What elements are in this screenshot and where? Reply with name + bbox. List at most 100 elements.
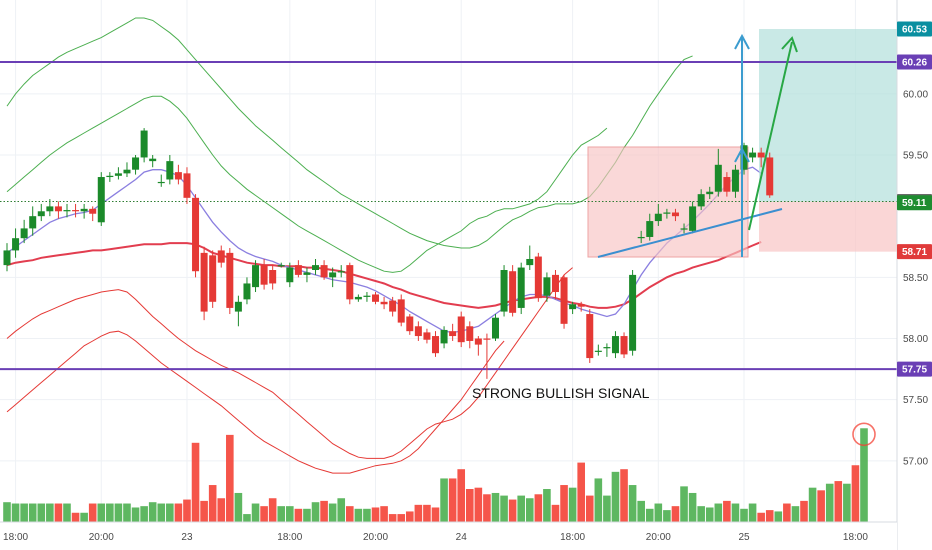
candle-body — [329, 272, 337, 278]
volume-bar — [543, 489, 551, 522]
candle-body — [620, 336, 628, 355]
price-tag-0 — [897, 21, 932, 37]
candle-body — [483, 338, 491, 340]
x-axis-tick-label: 20:00 — [646, 532, 671, 543]
y-axis-tick-label: 57.00 — [903, 456, 928, 467]
volume-bar — [500, 495, 508, 522]
candle-body — [217, 250, 225, 263]
candle-body — [303, 272, 311, 275]
volume-bar — [783, 503, 791, 522]
volume-bar — [123, 503, 131, 522]
candle-body — [680, 228, 688, 230]
volume-bar — [431, 507, 440, 522]
volume-bar — [671, 506, 680, 522]
volume-bar — [140, 506, 148, 522]
volume-bar — [260, 506, 268, 522]
price-tag-3 — [897, 195, 932, 211]
candle-body — [277, 265, 285, 267]
x-axis-tick-label: 20:00 — [89, 532, 114, 543]
grid-layer — [0, 0, 897, 522]
volume-bar — [765, 510, 774, 522]
volume-bar — [371, 507, 380, 522]
candle-body — [337, 271, 345, 273]
candle-body — [37, 211, 45, 217]
candle-body — [526, 258, 534, 266]
volume-bar — [620, 469, 628, 522]
volume-bar — [183, 499, 191, 522]
candle-body — [629, 274, 637, 351]
volume-bar — [817, 490, 825, 522]
volume-bar — [791, 506, 800, 522]
candle-body — [380, 301, 388, 305]
volume-bar — [688, 492, 697, 522]
candle-body — [731, 169, 739, 192]
target-arrow-line-green — [748, 41, 793, 231]
candle-body — [346, 265, 354, 300]
volume-bar — [303, 508, 311, 522]
candle-body — [3, 250, 11, 266]
volume-bar — [217, 498, 226, 522]
x-axis-tick-label: 18:00 — [843, 532, 868, 543]
price-tag-label: 59.11 — [902, 198, 927, 209]
volume-bar — [440, 478, 448, 522]
candle-body — [414, 326, 422, 337]
volume-bar — [311, 502, 320, 522]
candle-body — [286, 267, 294, 283]
candle-body — [72, 210, 80, 212]
candle-body — [509, 271, 517, 313]
price-tag-1 — [897, 54, 932, 70]
volume-bar — [637, 500, 645, 522]
volume-bar — [731, 503, 740, 522]
volume-bar — [320, 500, 328, 522]
volume-bar — [628, 485, 637, 522]
candle-body — [517, 267, 525, 308]
candle-body — [432, 336, 439, 354]
hlines-layer — [0, 61, 897, 371]
candle-body — [654, 213, 662, 222]
candle-body — [363, 295, 371, 297]
candle-body — [560, 277, 568, 324]
drawing-layer — [597, 33, 798, 258]
candle-body — [543, 277, 551, 296]
candle-body — [449, 331, 457, 337]
candle-body — [646, 221, 654, 237]
volume-bar — [680, 486, 688, 522]
volume-bar — [774, 511, 783, 522]
bollinger-lower-outer-line — [6, 330, 505, 474]
volume-bar — [208, 485, 217, 522]
volume-bar — [328, 503, 337, 522]
volume-bar — [705, 507, 714, 522]
volume-bar — [174, 503, 183, 522]
candle-body — [389, 300, 397, 312]
candle-body — [551, 274, 559, 293]
volume-bar — [114, 503, 123, 522]
volume-bar — [483, 494, 491, 522]
y-axis-tick-label: 60.00 — [903, 89, 928, 100]
candle-body — [29, 216, 37, 229]
candle-body — [440, 329, 448, 344]
volume-bar — [380, 506, 388, 522]
candle-body — [123, 169, 131, 174]
volume-bar — [645, 508, 654, 522]
volume-bar — [560, 485, 568, 522]
candle-body — [671, 212, 679, 217]
volume-bar — [277, 506, 286, 522]
volume-bar — [740, 508, 748, 522]
volume-bar — [363, 508, 371, 522]
volume-bar — [397, 514, 406, 522]
volume-bar — [491, 492, 500, 522]
y-axis-tick-label: 58.00 — [903, 334, 928, 345]
candle-body — [294, 265, 302, 275]
candle-body — [106, 175, 114, 178]
price-tag-label: 57.75 — [902, 365, 927, 376]
candle-body — [54, 206, 62, 212]
volume-bar — [294, 508, 303, 522]
candle-body — [697, 194, 705, 207]
volume-bar — [825, 483, 834, 522]
volume-bar — [517, 495, 525, 522]
volume-bar — [843, 483, 851, 522]
volume-bar — [354, 508, 363, 522]
volume-bar — [37, 503, 46, 522]
candle-body — [706, 191, 714, 195]
